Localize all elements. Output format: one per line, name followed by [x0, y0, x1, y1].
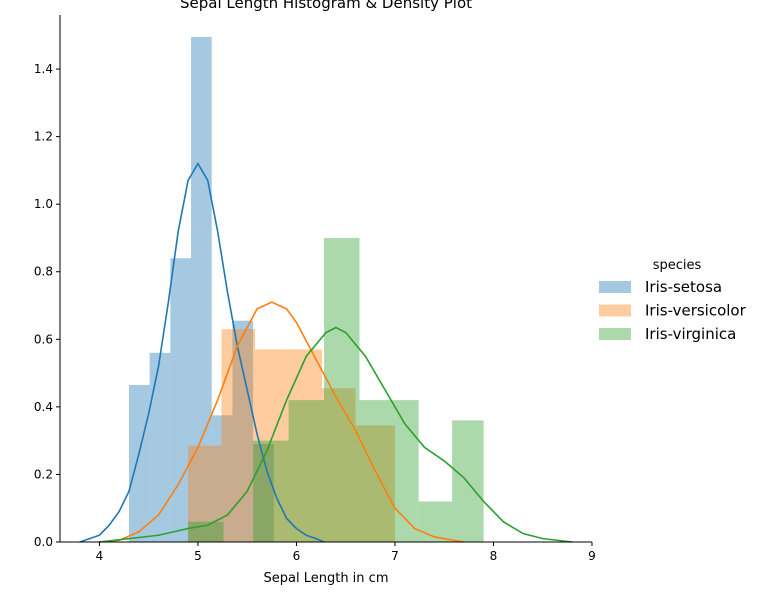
- x-ticks: 4 5 6 7 8 9: [96, 542, 596, 563]
- legend: species Iris-setosa Iris-versicolor Iris-v…: [599, 258, 747, 343]
- y-tick-label: 0.4: [34, 400, 53, 414]
- x-tick-label: 4: [96, 549, 104, 563]
- y-tick-label: 1.4: [34, 62, 53, 76]
- x-tick-label: 7: [391, 549, 399, 563]
- density-layer: [79, 162, 573, 543]
- legend-items: Iris-setosa Iris-versicolor Iris-virginica: [599, 278, 747, 343]
- legend-label: Iris-setosa: [645, 278, 722, 296]
- histogram-bar: [322, 388, 356, 542]
- y-tick-label: 1.0: [34, 197, 53, 211]
- x-tick-label: 5: [194, 549, 202, 563]
- legend-label: Iris-virginica: [645, 325, 736, 343]
- histogram-bar: [253, 440, 289, 542]
- histogram-bar: [452, 420, 484, 542]
- histogram-bar: [418, 501, 453, 542]
- y-tick-label: 0.6: [34, 332, 53, 346]
- legend-swatch: [599, 281, 631, 293]
- y-tick-label: 1.2: [34, 130, 53, 144]
- histogram-bar: [170, 258, 192, 542]
- density-curve: [99, 326, 573, 543]
- legend-swatch: [599, 328, 631, 340]
- y-tick-label: 0.8: [34, 265, 53, 279]
- y-ticks: 0.0 0.2 0.4 0.6 0.8 1.0 1.2 1.4: [34, 62, 60, 549]
- histogram-bar: [149, 352, 171, 542]
- histogram-bar: [324, 237, 360, 542]
- chart-title: Sepal Length Histogram & Density Plot: [180, 0, 472, 12]
- histogram-bar: [288, 400, 325, 542]
- density-curve: [79, 162, 325, 543]
- histogram-bar: [191, 36, 212, 542]
- legend-swatch: [599, 304, 631, 317]
- x-tick-label: 9: [588, 549, 596, 563]
- histogram-bar: [232, 320, 254, 542]
- histogram-bar: [128, 384, 150, 542]
- histogram-bar: [211, 415, 233, 542]
- legend-title: species: [653, 258, 702, 273]
- histogram-layer: [128, 36, 484, 542]
- y-tick-label: 0.2: [34, 467, 53, 481]
- y-tick-label: 0.0: [34, 535, 53, 549]
- legend-label: Iris-versicolor: [645, 302, 747, 320]
- histogram-bar: [221, 329, 256, 542]
- x-tick-label: 6: [293, 549, 301, 563]
- density-curve: [99, 301, 465, 543]
- x-axis-label: Sepal Length in cm: [264, 571, 389, 586]
- histogram-bar: [359, 400, 419, 542]
- x-tick-label: 8: [490, 549, 498, 563]
